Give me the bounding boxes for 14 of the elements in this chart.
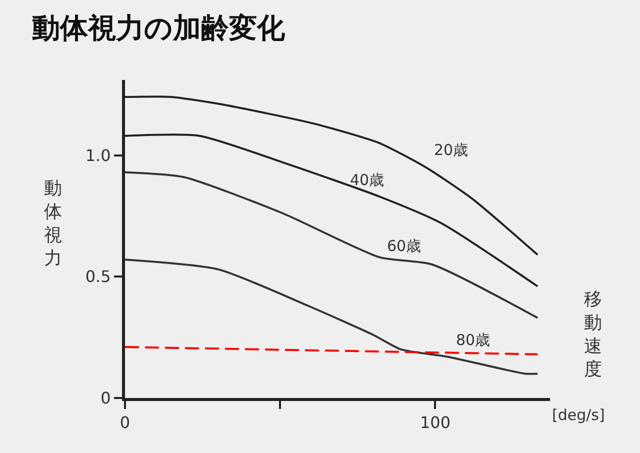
line-series <box>125 258 539 375</box>
y-tick-label: 0 <box>100 388 111 408</box>
x-tick-label: 100 <box>420 413 450 432</box>
y-tick-label: 0.5 <box>85 267 111 286</box>
text: 移動速度 <box>584 289 602 380</box>
x-axis-title: [deg/s] <box>552 406 605 424</box>
series-label: 20歳 <box>434 141 468 159</box>
y-tick-label: 1.0 <box>85 146 111 165</box>
series-label: 80歳 <box>456 331 490 349</box>
y-axis-title: 動体視力 <box>44 178 62 270</box>
series-label: 40歳 <box>350 171 384 189</box>
line-series <box>125 171 539 319</box>
series-label: 60歳 <box>387 237 422 255</box>
chart-title: 動体視力の加齢変化 <box>31 12 286 45</box>
